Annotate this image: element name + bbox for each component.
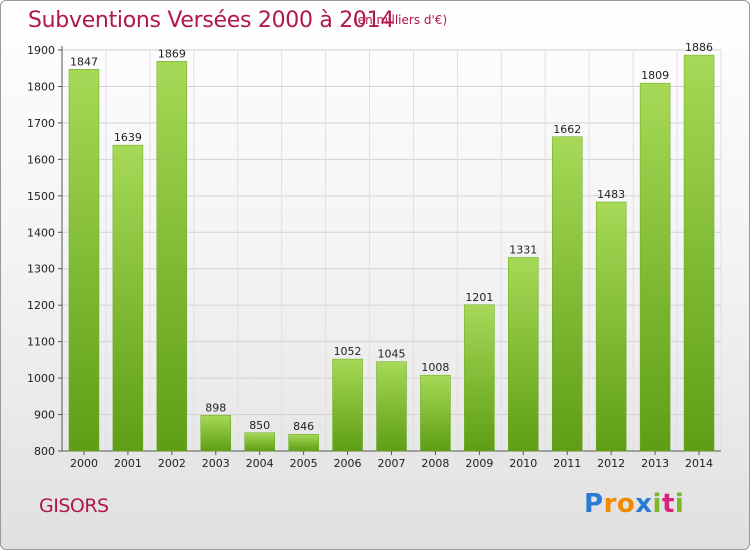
bar-2002	[156, 61, 188, 452]
x-tick-label-2006: 2006	[334, 457, 362, 470]
y-tick-label: 1500	[27, 190, 55, 203]
data-label-2011: 1662	[553, 123, 581, 136]
data-label-2009: 1201	[465, 291, 493, 304]
bar-2000	[68, 69, 100, 452]
bar-2010	[508, 257, 539, 452]
y-tick-label: 1300	[27, 263, 55, 276]
bar-2008	[420, 374, 451, 452]
x-tick-label-2008: 2008	[421, 457, 449, 470]
y-tick-label: 900	[34, 409, 55, 422]
y-tick-label: 1900	[27, 44, 55, 57]
bars	[68, 54, 715, 452]
y-tick-label: 1200	[27, 299, 55, 312]
y-tick-label: 800	[34, 445, 55, 458]
logo-letter: P	[584, 489, 604, 519]
bar-2011	[551, 136, 583, 452]
chart-subtitle: (en milliers d'€)	[353, 13, 448, 27]
data-label-2007: 1045	[378, 348, 406, 361]
logo-letter: r	[603, 489, 617, 519]
data-label-2002: 1869	[158, 47, 186, 60]
bar-2009	[464, 304, 495, 452]
logo-letter: t	[661, 489, 675, 519]
x-tick-label-2010: 2010	[509, 457, 537, 470]
data-label-2000: 1847	[70, 55, 98, 68]
data-label-2004: 850	[249, 419, 270, 432]
bar-2013	[639, 82, 671, 452]
y-tick-label: 1100	[27, 336, 55, 349]
proxiti-logo: Proxiti	[584, 489, 684, 519]
bar-2003	[200, 415, 232, 452]
data-label-2005: 846	[293, 420, 314, 433]
x-tick-label-2000: 2000	[70, 457, 98, 470]
x-tick-label-2011: 2011	[553, 457, 581, 470]
y-tick-label: 1400	[27, 226, 55, 239]
bar-2006	[332, 358, 363, 452]
data-label-2006: 1052	[334, 345, 362, 358]
data-label-2012: 1483	[597, 188, 625, 201]
data-label-2013: 1809	[641, 69, 669, 82]
y-tick-label: 1700	[27, 117, 55, 130]
bar-2005	[288, 433, 319, 452]
x-tick-label-2001: 2001	[114, 457, 142, 470]
x-tick-label-2007: 2007	[378, 457, 406, 470]
logo-letter: i	[674, 489, 685, 519]
data-label-2008: 1008	[421, 361, 449, 374]
x-tick-label-2014: 2014	[685, 457, 713, 470]
x-tick-label-2003: 2003	[202, 457, 230, 470]
bar-2001	[112, 144, 144, 452]
y-tick-label: 1000	[27, 372, 55, 385]
logo-letter: i	[652, 489, 662, 519]
logo-letter: x	[635, 489, 653, 519]
data-label-2003: 898	[205, 401, 226, 414]
data-label-2001: 1639	[114, 131, 142, 144]
x-tick-label-2013: 2013	[641, 457, 669, 470]
data-label-2014: 1886	[685, 41, 713, 54]
logo-letter: o	[616, 489, 636, 519]
bar-2014	[683, 54, 715, 452]
x-tick-label-2009: 2009	[465, 457, 493, 470]
x-tick-label-2002: 2002	[158, 457, 186, 470]
bar-2012	[595, 201, 627, 452]
bar-2007	[376, 361, 407, 452]
bar-2004	[244, 432, 275, 452]
y-tick-label: 1800	[27, 80, 55, 93]
data-label-2010: 1331	[509, 243, 537, 256]
axes: 800 900 1000 1100 1200 1300 1400 1500 1600 1700 18…	[27, 44, 721, 470]
x-tick-label-2004: 2004	[246, 457, 274, 470]
x-tick-label-2012: 2012	[597, 457, 625, 470]
chart-title: Subventions Versées 2000 à 2014	[28, 8, 395, 33]
y-tick-label: 1600	[27, 153, 55, 166]
commune-name: GISORS	[39, 495, 109, 517]
x-tick-label-2005: 2005	[290, 457, 318, 470]
data-labels: 1847 1639 1869 898 850 846 1052 1045 1008 1201 133…	[70, 41, 713, 433]
